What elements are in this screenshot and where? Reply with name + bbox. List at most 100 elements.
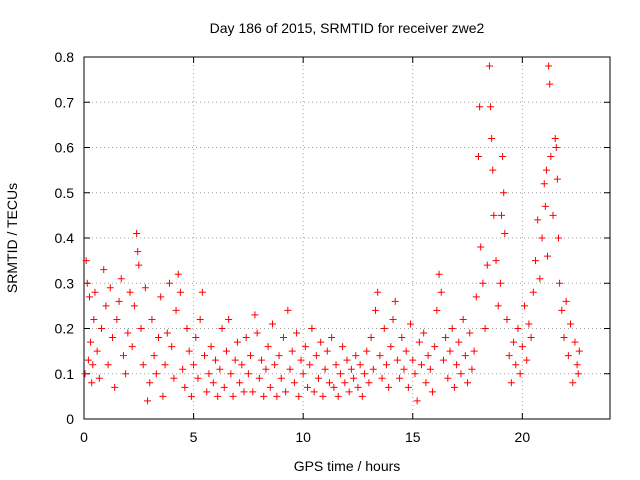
data-point-marker [161, 361, 169, 369]
data-point-marker [457, 370, 465, 378]
data-point-marker [547, 153, 555, 161]
data-point-marker [255, 374, 263, 382]
data-point-marker [350, 374, 358, 382]
data-point-marker [389, 315, 397, 323]
data-point-marker [91, 288, 99, 296]
data-point-marker [409, 356, 417, 364]
data-point-marker [334, 392, 342, 400]
data-point-marker [126, 288, 134, 296]
data-point-marker [424, 352, 432, 360]
data-point-marker [214, 392, 222, 400]
data-point-marker [556, 279, 564, 287]
data-point-marker [431, 343, 439, 351]
data-point-marker [446, 347, 454, 355]
data-point-marker [319, 392, 327, 400]
data-point-marker [163, 329, 171, 337]
data-point-marker [518, 343, 526, 351]
y-tick-label: 0.6 [55, 140, 75, 156]
data-point-marker [141, 284, 149, 292]
data-point-marker [190, 361, 198, 369]
data-point-marker [279, 334, 287, 342]
data-point-marker [361, 370, 369, 378]
data-point-marker [209, 379, 217, 387]
data-point-marker [494, 302, 502, 310]
data-point-marker [227, 370, 235, 378]
x-tick-label: 20 [515, 429, 531, 445]
data-point-marker [216, 365, 224, 373]
data-point-marker [391, 297, 399, 305]
data-point-marker [422, 379, 430, 387]
data-point-marker [461, 352, 469, 360]
data-point-marker [564, 352, 572, 360]
data-point-marker [551, 134, 559, 142]
data-point-marker [352, 352, 360, 360]
y-tick-label: 0.8 [55, 49, 75, 65]
data-point-marker [485, 62, 493, 70]
data-point-marker [157, 293, 165, 301]
data-point-marker [426, 365, 434, 373]
data-point-marker [347, 365, 355, 373]
data-point-marker [475, 153, 482, 161]
data-point-marker [393, 356, 401, 364]
data-point-marker [382, 361, 390, 369]
data-point-marker [575, 347, 583, 355]
data-point-marker [236, 379, 244, 387]
data-point-marker [249, 388, 257, 396]
data-point-marker [553, 175, 561, 183]
data-point-marker [273, 392, 281, 400]
data-point-marker [98, 325, 106, 332]
data-point-marker [310, 388, 318, 396]
data-point-marker [356, 361, 364, 369]
x-tick-label: 0 [80, 429, 88, 445]
data-point-marker [476, 103, 484, 111]
data-point-marker [420, 329, 428, 337]
data-point-marker [258, 356, 266, 364]
data-point-marker [503, 315, 511, 323]
data-point-marker [238, 361, 246, 369]
data-point-marker [534, 216, 542, 224]
data-point-marker [567, 320, 575, 328]
data-point-marker [439, 356, 447, 364]
data-point-marker [108, 334, 116, 342]
data-point-marker [490, 211, 498, 219]
data-point-marker [104, 361, 112, 369]
data-point-marker [286, 365, 294, 373]
data-point-marker [332, 361, 340, 369]
data-point-marker [187, 392, 195, 400]
data-point-marker [562, 297, 570, 305]
data-point-marker [411, 370, 419, 378]
y-tick-label: 0.4 [55, 230, 75, 246]
data-point-marker [483, 261, 491, 269]
data-point-marker [181, 383, 189, 391]
data-point-marker [201, 352, 209, 360]
data-point-marker [336, 370, 344, 378]
data-point-marker [159, 392, 167, 400]
data-point-marker [358, 392, 366, 400]
data-point-marker [262, 365, 270, 373]
data-point-marker [312, 352, 320, 360]
data-point-marker [220, 383, 228, 391]
data-point-marker [290, 379, 298, 387]
data-point-marker [398, 334, 406, 342]
data-point-marker [371, 306, 379, 314]
data-point-marker [507, 379, 515, 387]
data-point-marker [464, 379, 472, 387]
data-point-marker [271, 361, 279, 369]
x-tick-label: 5 [190, 429, 198, 445]
data-point-marker [437, 288, 445, 296]
data-point-marker [378, 374, 386, 382]
data-point-marker [85, 293, 93, 301]
data-point-marker [297, 356, 305, 364]
data-point-marker [88, 379, 96, 387]
data-point-marker [367, 334, 375, 342]
data-point-marker [196, 315, 204, 323]
data-point-marker [444, 374, 452, 382]
data-point-marker [525, 320, 533, 328]
data-point-marker [306, 361, 314, 369]
data-point-marker [82, 257, 90, 265]
data-point-marker [229, 392, 237, 400]
data-point-marker [168, 343, 176, 351]
data-point-marker [363, 347, 371, 355]
data-point-marker [459, 315, 467, 323]
data-point-marker [84, 356, 92, 364]
